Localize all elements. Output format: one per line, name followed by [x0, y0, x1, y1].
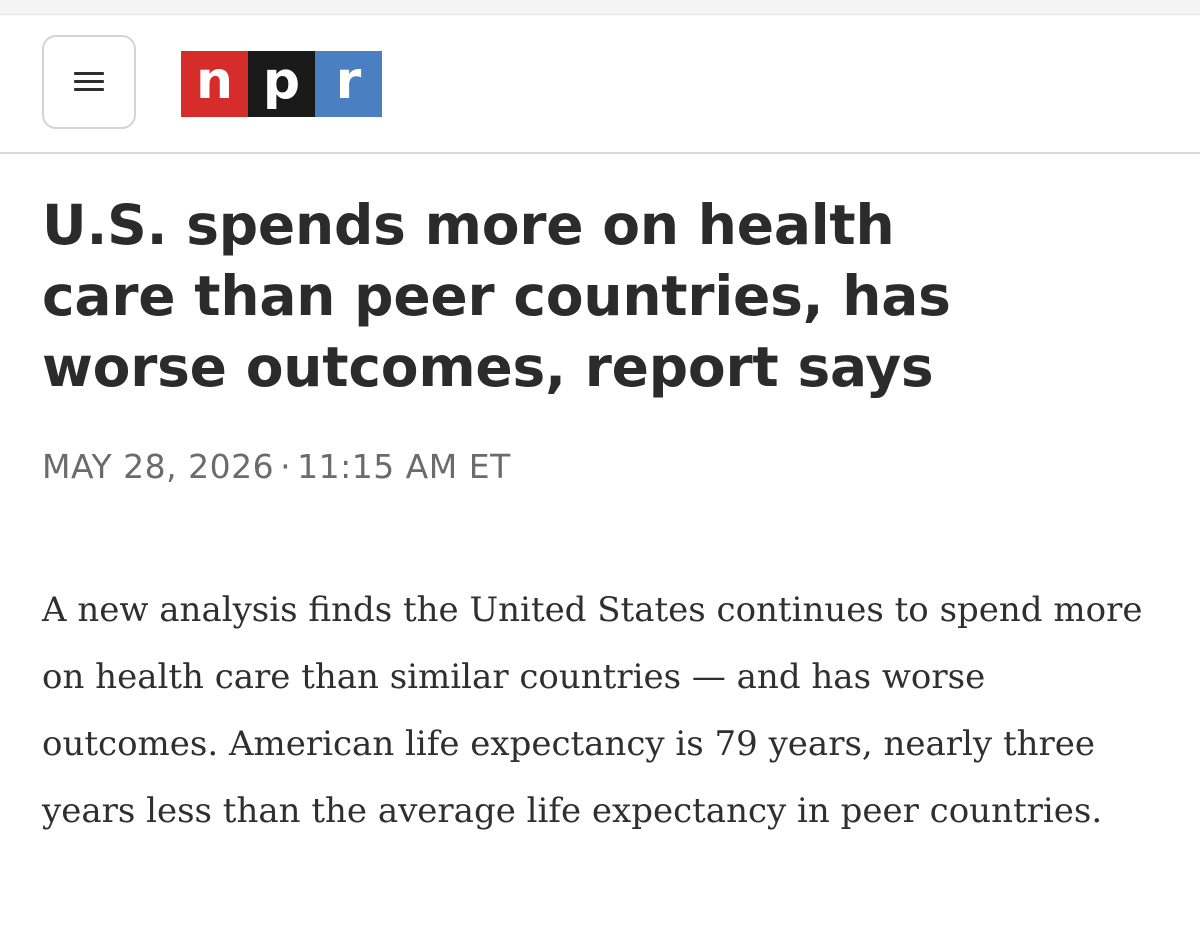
- site-header: n p r: [0, 15, 1200, 154]
- article-headline: U.S. spends more on health care than pee…: [42, 193, 951, 399]
- browser-top-strip: [0, 0, 1200, 15]
- article-body-paragraph: A new analysis finds the United States c…: [42, 590, 1143, 831]
- article: U.S. spends more on health care than pee…: [42, 190, 1162, 879]
- logo-letter-n: n: [181, 51, 248, 117]
- menu-button[interactable]: [42, 35, 136, 129]
- article-date: MAY 28, 2026: [42, 447, 275, 486]
- article-time: 11:15 AM ET: [297, 447, 511, 486]
- npr-logo[interactable]: n p r: [181, 51, 382, 117]
- hamburger-menu-icon: [74, 72, 104, 92]
- logo-letter-p: p: [248, 51, 315, 117]
- article-dateline: MAY 28, 2026 · 11:15 AM ET: [42, 447, 1162, 487]
- logo-letter-r: r: [315, 51, 382, 117]
- dateline-separator: ·: [280, 447, 292, 486]
